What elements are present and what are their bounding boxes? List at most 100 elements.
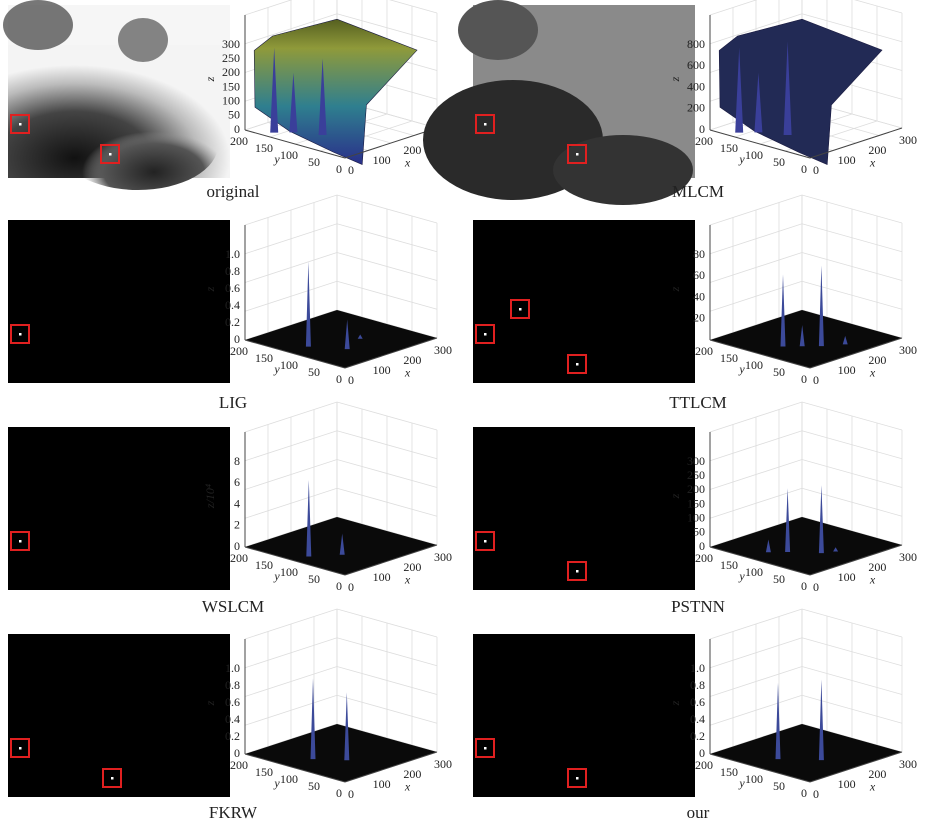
x-tick-label: 300: [899, 133, 917, 147]
z-tick-label: 0.4: [225, 298, 240, 312]
x-tick-label: 300: [434, 550, 452, 564]
y-tick-label: 0: [336, 162, 342, 176]
image: [8, 634, 230, 797]
target: [111, 777, 114, 780]
z-axis-label: z: [668, 76, 682, 82]
grid-line: [710, 431, 902, 461]
z-tick-label: 0.2: [225, 315, 240, 329]
y-tick-label: 50: [308, 155, 320, 169]
z-tick-label: 1.0: [690, 661, 705, 675]
z-tick-label: 100: [222, 93, 240, 107]
z-tick-label: 0.6: [225, 695, 240, 709]
y-tick-label: 150: [720, 351, 738, 365]
z-tick-label: 50: [693, 525, 705, 539]
z-axis-label: z/10⁴: [203, 484, 217, 509]
grid-line: [245, 695, 437, 725]
grid-line: [245, 195, 437, 225]
x-tick-label: 0: [813, 580, 819, 594]
z-tick-label: 150: [222, 79, 240, 93]
z-tick-label: 100: [687, 510, 705, 524]
y-tick-label: 200: [695, 134, 713, 148]
z-tick-label: 800: [687, 37, 705, 51]
grid-line: [245, 431, 437, 461]
x-tick-label: 100: [373, 153, 391, 167]
z-tick-label: 0.4: [690, 712, 705, 726]
z-axis-label: z: [668, 700, 682, 706]
grid-line: [245, 253, 437, 283]
z-tick-label: 0.8: [690, 678, 705, 692]
x-axis-label: x: [404, 572, 411, 586]
image-cloud: [3, 0, 73, 50]
grid-line: [710, 488, 902, 518]
panel: 010020030005010015020002468xyz/10⁴WSLCM: [8, 402, 452, 616]
y-tick-label: 100: [280, 772, 298, 786]
y-tick-label: 200: [230, 134, 248, 148]
panel: 010020030005010015020020406080xyzTTLCM: [473, 195, 917, 412]
y-tick-label: 100: [745, 772, 763, 786]
z-tick-label: 150: [687, 496, 705, 510]
z-tick-label: 40: [693, 289, 705, 303]
image: [8, 427, 230, 590]
figure: 0100200300050100150200050100150200250300…: [0, 0, 941, 827]
z-tick-label: 8: [234, 454, 240, 468]
image: [473, 634, 695, 797]
y-axis-label: y: [738, 362, 745, 376]
y-tick-label: 100: [745, 148, 763, 162]
y-tick-label: 100: [745, 358, 763, 372]
x-axis-label: x: [404, 365, 411, 379]
z-tick-label: 200: [222, 65, 240, 79]
y-tick-label: 0: [336, 786, 342, 800]
panel: 01002003000501001502000200400600800xyzML…: [423, 0, 917, 205]
surface-spike: [306, 262, 311, 347]
z-tick-label: 0: [699, 122, 705, 136]
z-tick-label: 60: [693, 268, 705, 282]
x-tick-label: 300: [899, 757, 917, 771]
panel-caption: LIG: [219, 393, 247, 412]
z-tick-label: 1.0: [225, 247, 240, 261]
surface-spike: [311, 678, 316, 759]
z-axis-label: z: [203, 700, 217, 706]
grid-line: [245, 609, 437, 639]
x-tick-label: 300: [899, 343, 917, 357]
target: [484, 123, 487, 126]
y-tick-label: 0: [801, 372, 807, 386]
x-axis-label: x: [404, 779, 411, 793]
y-tick-label: 150: [720, 141, 738, 155]
z-tick-label: 0: [234, 332, 240, 346]
z-tick-label: 1.0: [225, 661, 240, 675]
image-cloud: [58, 100, 218, 190]
grid-line: [710, 460, 902, 490]
target: [576, 777, 579, 780]
panel-caption: MLCM: [672, 182, 724, 201]
target: [109, 153, 112, 156]
z-tick-label: 200: [687, 101, 705, 115]
z-tick-label: 0.4: [225, 712, 240, 726]
grid-line: [245, 667, 437, 697]
x-tick-label: 300: [434, 757, 452, 771]
grid-line: [245, 224, 437, 254]
y-tick-label: 50: [773, 572, 785, 586]
z-tick-label: 600: [687, 58, 705, 72]
panel-caption: original: [207, 182, 260, 201]
y-tick-label: 200: [230, 344, 248, 358]
x-axis-label: x: [869, 365, 876, 379]
grid-line: [245, 281, 437, 311]
x-axis-label: x: [404, 155, 411, 169]
z-tick-label: 0: [234, 122, 240, 136]
z-tick-label: 300: [222, 37, 240, 51]
surface-spike: [819, 679, 824, 760]
y-tick-label: 50: [308, 572, 320, 586]
panel: 010020030005010015020000.20.40.60.81.0xy…: [8, 609, 452, 822]
y-tick-label: 0: [801, 162, 807, 176]
image-cloud: [458, 0, 538, 60]
z-tick-label: 0.6: [690, 695, 705, 709]
z-axis-label: z: [668, 286, 682, 292]
grid-line: [245, 460, 437, 490]
y-tick-label: 100: [280, 148, 298, 162]
target: [576, 570, 579, 573]
x-tick-label: 100: [838, 363, 856, 377]
z-tick-label: 400: [687, 79, 705, 93]
image: [473, 220, 695, 383]
y-axis-label: y: [738, 776, 745, 790]
y-tick-label: 200: [695, 344, 713, 358]
